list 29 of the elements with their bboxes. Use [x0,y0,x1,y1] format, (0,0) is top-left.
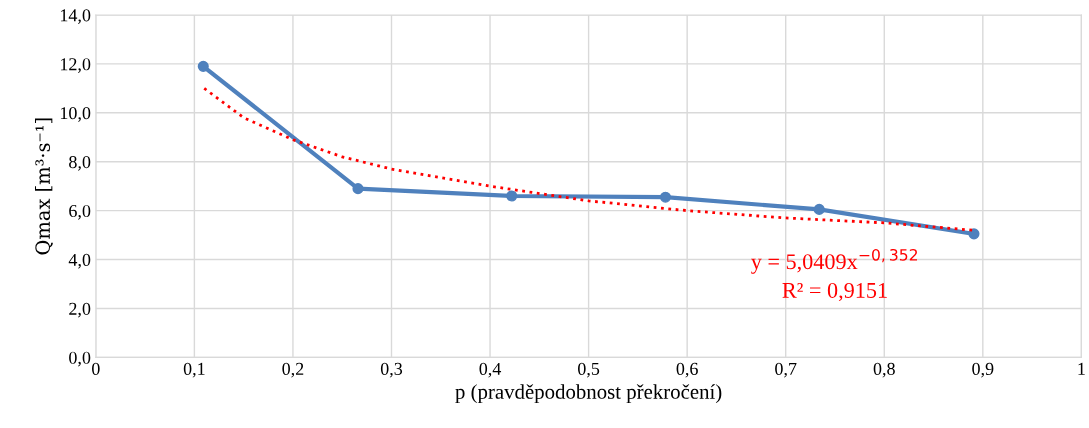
y-tick-label: 8,0 [69,155,91,171]
x-tick-label: 0,9 [972,362,994,378]
point [813,203,825,215]
y-tick-label: 14,0 [60,9,91,25]
y-tick-label: 0,0 [69,351,91,367]
x-tick-label: 0,5 [578,362,600,378]
x-tick-label: 0,8 [873,362,895,378]
point [968,228,980,240]
annotation: y = 5,0409x$^{−0,352}$ [751,248,917,274]
x-tick-label: 0,2 [282,362,304,378]
y-tick-label: 12,0 [60,58,91,73]
point [197,60,209,72]
x-tick-label: 0,1 [183,362,205,378]
x-tick-label: 0,3 [380,362,403,378]
x-tick-label: 0,4 [479,362,502,378]
x-tick-label: 0,7 [775,362,797,378]
y-tick-label: 10,0 [60,107,91,122]
y-tick-label: 2,0 [69,302,91,318]
point [659,191,672,203]
x-tick-label: 0 [92,362,100,375]
x-tick-label: 1 [1078,362,1085,375]
x-axis-title: p (pravděpodobnost překročení) [455,384,722,404]
y-tick-label: 4,0 [68,253,91,269]
x-tick-label: 0,6 [676,362,698,378]
y-axis-title: Qmax [m³·s⁻¹] [35,118,53,255]
annotation: R² = 0,9151 [782,282,887,302]
point [506,190,518,202]
y-tick-label: 6,0 [69,204,91,220]
point [352,183,364,195]
